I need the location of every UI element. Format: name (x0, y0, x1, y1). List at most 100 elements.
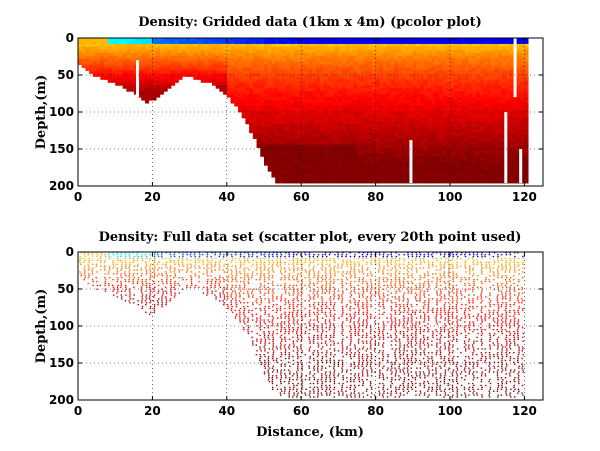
pcolor-cell (390, 138, 395, 142)
pcolor-cell (375, 147, 380, 151)
pcolor-cell (505, 168, 510, 172)
pcolor-cell (368, 97, 373, 101)
pcolor-cell (516, 120, 522, 125)
scatter-point (174, 292, 176, 294)
scatter-point (206, 252, 209, 254)
pcolor-cell (342, 177, 347, 181)
pcolor-cell (412, 52, 417, 57)
pcolor-cell (301, 91, 306, 95)
pcolor-cell (487, 129, 492, 134)
pcolor-cell (468, 82, 473, 86)
pcolor-cell (405, 73, 410, 77)
pcolor-cell (278, 174, 283, 178)
pcolor-cell (330, 147, 336, 151)
pcolor-cell (516, 156, 522, 160)
pcolor-cell (368, 138, 373, 142)
pcolor-cell (319, 106, 324, 110)
pcolor-cell (252, 55, 257, 60)
scatter-point (116, 271, 119, 273)
pcolor-cell (383, 52, 388, 57)
pcolor-cell (185, 49, 190, 54)
pcolor-cell (368, 38, 373, 42)
pcolor-cell (353, 82, 358, 86)
pcolor-cell (349, 55, 354, 60)
pcolor-cell (293, 55, 298, 60)
pcolor-cell (260, 153, 265, 157)
pcolor-cell (483, 144, 488, 148)
pcolor-cell (409, 67, 414, 71)
pcolor-cell (397, 106, 403, 110)
pcolor-cell (338, 135, 343, 140)
pcolor-cell (122, 52, 127, 57)
pcolor-cell (386, 114, 391, 119)
pcolor-cell (111, 55, 116, 60)
pcolor-cell (524, 162, 529, 166)
pcolor-cell (308, 88, 313, 92)
pcolor-cell (390, 120, 395, 125)
scatter-point (206, 292, 209, 294)
pcolor-cell (498, 129, 503, 134)
pcolor-cell (453, 159, 458, 163)
pcolor-cell (264, 129, 269, 134)
scatter-point (153, 269, 155, 271)
pcolor-cell (357, 120, 362, 125)
pcolor-cell (148, 94, 153, 98)
pcolor-cell (479, 97, 484, 101)
pcolor-cell (290, 70, 295, 74)
pcolor-cell (386, 135, 391, 140)
pcolor-cell (490, 159, 496, 163)
pcolor-cell (92, 38, 97, 42)
pcolor-cell (301, 109, 306, 113)
pcolor-cell (338, 171, 343, 175)
scatter-point (141, 278, 143, 281)
pcolor-cell (405, 49, 410, 54)
pcolor-cell (345, 171, 350, 175)
pcolor-cell (360, 64, 365, 68)
pcolor-cell (226, 40, 231, 45)
pcolor-cell (483, 91, 488, 95)
pcolor-cell (446, 156, 451, 160)
pcolor-cell (401, 162, 406, 166)
pcolor-cell (338, 79, 343, 83)
pcolor-cell (464, 55, 469, 60)
pcolor-cell (379, 100, 384, 104)
pcolor-cell (260, 43, 265, 48)
pcolor-cell (502, 49, 507, 54)
data-gap (504, 112, 508, 184)
pcolor-cell (85, 52, 90, 57)
scatter-point (108, 253, 110, 256)
pcolor-cell (409, 109, 414, 113)
pcolor-cell (107, 61, 112, 66)
pcolor-cell (293, 58, 298, 63)
pcolor-cell (461, 58, 466, 63)
pcolor-cell (286, 73, 291, 77)
scatter-point (181, 257, 183, 260)
pcolor-cell (323, 171, 328, 175)
scatter-point (87, 277, 90, 279)
pcolor-cell (360, 126, 365, 131)
pcolor-cell (334, 52, 339, 57)
pcolor-cell (435, 159, 440, 163)
pcolor-cell (505, 165, 510, 169)
pcolor-cell (96, 58, 101, 63)
pcolor-cell (286, 85, 291, 89)
pcolor-cell (401, 88, 406, 92)
pcolor-cell (498, 159, 503, 163)
pcolor-cell (286, 150, 291, 154)
pcolor-cell (435, 177, 440, 181)
pcolor-cell (409, 64, 414, 68)
pcolor-cell (342, 138, 347, 142)
pcolor-cell (364, 109, 369, 113)
scatter-point (140, 267, 143, 269)
pcolor-cell (450, 49, 455, 54)
pcolor-cell (342, 97, 347, 101)
pcolor-cell (464, 103, 469, 107)
pcolor-cell (450, 114, 455, 119)
pcolor-cell (438, 153, 443, 157)
pcolor-cell (334, 91, 339, 95)
pcolor-cell (115, 61, 120, 66)
scatter-point (170, 292, 172, 294)
scatter-point (210, 282, 213, 285)
pcolor-cell (316, 79, 321, 83)
